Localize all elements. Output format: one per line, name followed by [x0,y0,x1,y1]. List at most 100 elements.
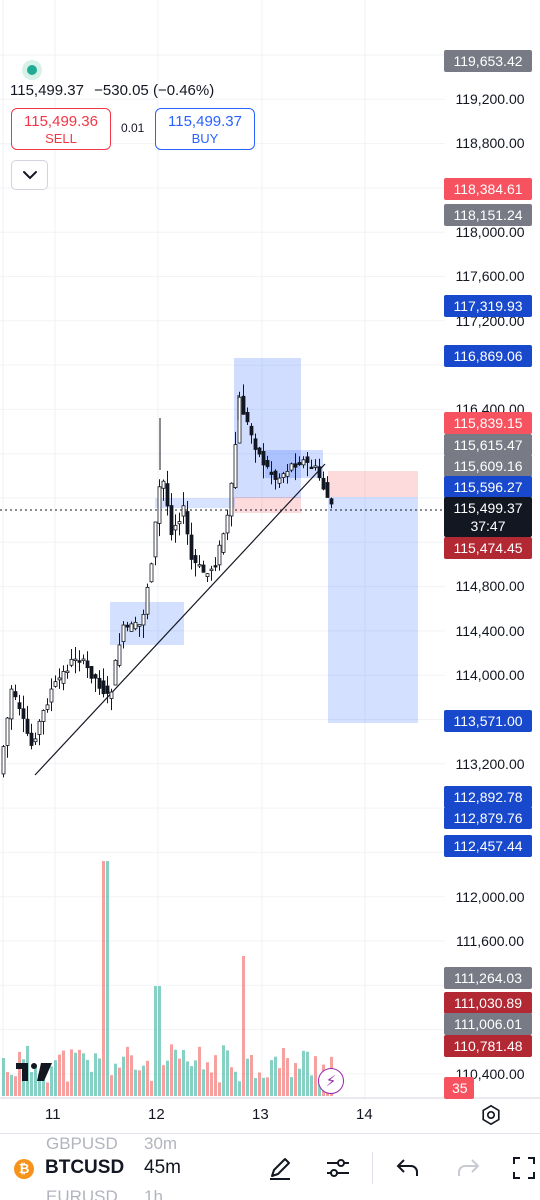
candle-body [133,621,138,630]
price-axis-label: 115,474.45 [444,537,532,559]
candle-body [253,438,258,450]
candle-body [121,624,126,643]
volume-bar [190,1066,193,1096]
price-change: −530.05 (−0.46%) [94,82,215,99]
price-axis-label: 115,499.37 [444,497,532,519]
candle-body [261,450,266,466]
volume-bar [74,1052,77,1096]
candle-body [113,659,118,686]
price-chart[interactable] [0,0,540,1100]
pen-icon[interactable] [266,1154,294,1182]
volume-bar [94,1053,97,1096]
price-axis-tick: 114,400.00 [455,622,525,639]
price-axis-label: 117,319.93 [444,295,532,317]
buy-button[interactable]: 115,499.37 BUY [155,108,255,150]
candle-body [181,505,186,517]
volume-bar [134,1069,137,1096]
chart-area[interactable] [0,0,540,1100]
volume-bar [86,1059,89,1096]
candle-body [225,514,230,534]
price-axis-label: 118,151.24 [444,204,532,226]
volume-bar [142,1065,145,1096]
volume-bar [310,1075,313,1096]
volume-bar [230,1067,233,1096]
candle-body [57,677,62,681]
candle-body [85,660,90,669]
lightning-icon[interactable]: ⚡ [318,1068,344,1094]
volume-bar [242,956,245,1096]
candle-body [145,586,150,615]
volume-bar [210,1072,213,1096]
volume-bar [78,1049,81,1096]
gear-icon[interactable] [480,1104,502,1126]
candle-body [81,658,86,661]
price-axis-tick: 112,000.00 [455,888,525,905]
volume-bar [10,1074,13,1096]
candle-body [137,624,142,627]
volume-bar [306,1051,309,1096]
volume-bar [314,1056,317,1096]
symbol-selector[interactable]: BTCUSD [45,1157,125,1178]
price-axis-tick: 114,000.00 [455,667,525,684]
candle-body [197,564,202,567]
price-axis-label: 115,609.16 [444,455,532,477]
candle-body [241,395,246,415]
price-axis-label: 119,653.42 [444,50,532,72]
candle-body [329,498,334,505]
volume-bar [58,1054,61,1096]
volume-bar [166,1060,169,1096]
candle-body [249,425,254,436]
volume-bar [266,1077,269,1096]
candle-body [233,444,238,488]
candle-body [277,477,282,484]
candle-body [169,505,174,536]
candle-body [217,544,222,566]
undo-icon[interactable] [394,1154,422,1182]
candle-body [185,511,190,535]
candle-body [1,746,6,775]
candle-body [321,477,326,490]
volume-bar [274,1056,277,1096]
candle-body [201,564,206,573]
price-axis-label: 115,596.27 [444,476,532,498]
candle-body [273,470,278,480]
collapse-button[interactable] [11,160,48,190]
candle-body [297,462,302,466]
volume-bar [90,1071,93,1096]
candle-body [313,465,318,468]
sell-button[interactable]: 115,499.36 SELL [11,108,111,150]
candle-body [317,466,322,479]
volume-bar [158,986,161,1096]
redo-icon[interactable] [454,1154,482,1182]
candle-body [117,644,122,666]
range-box [155,498,235,508]
candle-body [49,688,54,703]
volume-bar [270,1060,273,1096]
price-axis-tick: 118,800.00 [455,135,525,152]
candle-body [257,447,262,455]
fullscreen-icon[interactable] [510,1154,538,1182]
candle-body [157,486,162,524]
volume-bar [62,1050,65,1096]
volume-bar [214,1055,217,1096]
sell-price: 115,499.36 [24,113,98,130]
candle-body [77,660,82,663]
price-axis-label: 110,781.48 [444,1035,532,1057]
sliders-icon[interactable] [324,1154,352,1182]
volume-bar [206,1062,209,1096]
candle-body [33,738,38,743]
volume-bar [226,1050,229,1096]
position-stop-zone [328,471,418,497]
volume-bar [46,1082,49,1096]
volume-bar [34,1066,37,1096]
volume-bar [98,1058,101,1096]
volume-bar [238,1081,241,1096]
volume-bar [130,1055,133,1096]
timeframe-selector[interactable]: 45m [144,1157,181,1178]
candle-body [325,482,330,498]
quote-header: 115,499.37 −530.05 (−0.46%) [10,82,214,99]
candle-body [305,456,310,463]
volume-bar [82,1053,85,1096]
chevron-down-icon [22,171,37,180]
volume-bar [186,1061,189,1096]
